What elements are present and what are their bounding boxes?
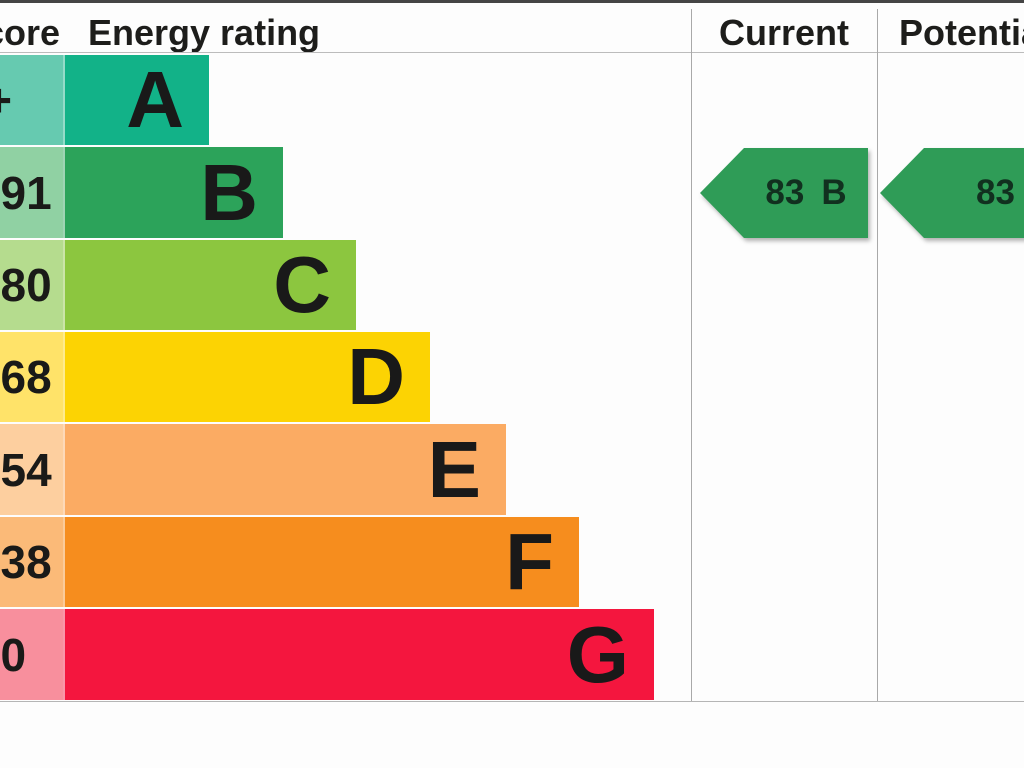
score-range-label: 69-80 [0, 259, 52, 311]
band-row-g: 1-20 G [0, 609, 691, 700]
current-rating-value: 83 B [744, 148, 868, 238]
current-column-header: Current [718, 12, 849, 53]
band-bar-e: E [63, 424, 506, 515]
band-letter-b: B [200, 147, 258, 237]
potential-column-left-border [877, 9, 878, 702]
score-cell-a: 92+ [0, 55, 63, 145]
band-bar-c: C [63, 240, 356, 330]
band-bar-g: G [63, 609, 654, 700]
left-arrow-icon [880, 148, 1024, 238]
band-row-b: 81-91 B [0, 147, 691, 238]
potential-rating-value: 83 B [924, 148, 1024, 238]
band-row-e: 39-54 E [0, 424, 691, 515]
band-letter-f: F [505, 517, 554, 606]
band-letter-d: D [347, 332, 405, 421]
current-band: B [821, 173, 847, 212]
score-column-header-label: Score [0, 12, 61, 53]
table-bottom-rule [0, 701, 1024, 702]
score-range-label: 81-91 [0, 166, 52, 219]
score-cell-e: 39-54 [0, 424, 63, 515]
current-rating-arrow: 83 B [700, 148, 868, 238]
header-underline [0, 52, 1024, 53]
score-cell-g: 1-20 [0, 609, 63, 700]
score-range-label: 92+ [0, 73, 12, 127]
band-bar-d: D [63, 332, 430, 422]
score-cell-c: 69-80 [0, 240, 63, 330]
energy-rating-column-header: Energy rating [88, 12, 321, 53]
score-cell-d: 55-68 [0, 332, 63, 422]
band-row-a: 92+ A [0, 55, 691, 145]
score-range-label: 1-20 [0, 628, 27, 681]
left-arrow-icon [700, 148, 868, 238]
band-bar-b: B [63, 147, 283, 238]
score-range-label: 55-68 [0, 351, 52, 403]
band-letter-g: G [566, 609, 629, 699]
score-range-label: 39-54 [0, 443, 52, 496]
score-cell-f: 21-38 [0, 517, 63, 607]
top-border-rule [0, 0, 1024, 3]
potential-score: 83 [976, 173, 1015, 212]
band-row-d: 55-68 D [0, 332, 691, 422]
potential-rating-arrow: 83 B [880, 148, 1024, 238]
band-letter-a: A [126, 55, 184, 144]
current-column-left-border [691, 9, 692, 702]
band-bar-f: F [63, 517, 579, 607]
current-score: 83 [765, 173, 805, 212]
band-letter-e: E [427, 424, 481, 514]
band-letter-c: C [273, 240, 331, 329]
score-column-header: Score [0, 12, 100, 53]
band-row-f: 21-38 F [0, 517, 691, 607]
band-row-c: 69-80 C [0, 240, 691, 330]
potential-column-header: Potential [899, 12, 1024, 53]
score-cell-b: 81-91 [0, 147, 63, 238]
band-bar-a: A [63, 55, 209, 145]
score-range-label: 21-38 [0, 536, 52, 588]
